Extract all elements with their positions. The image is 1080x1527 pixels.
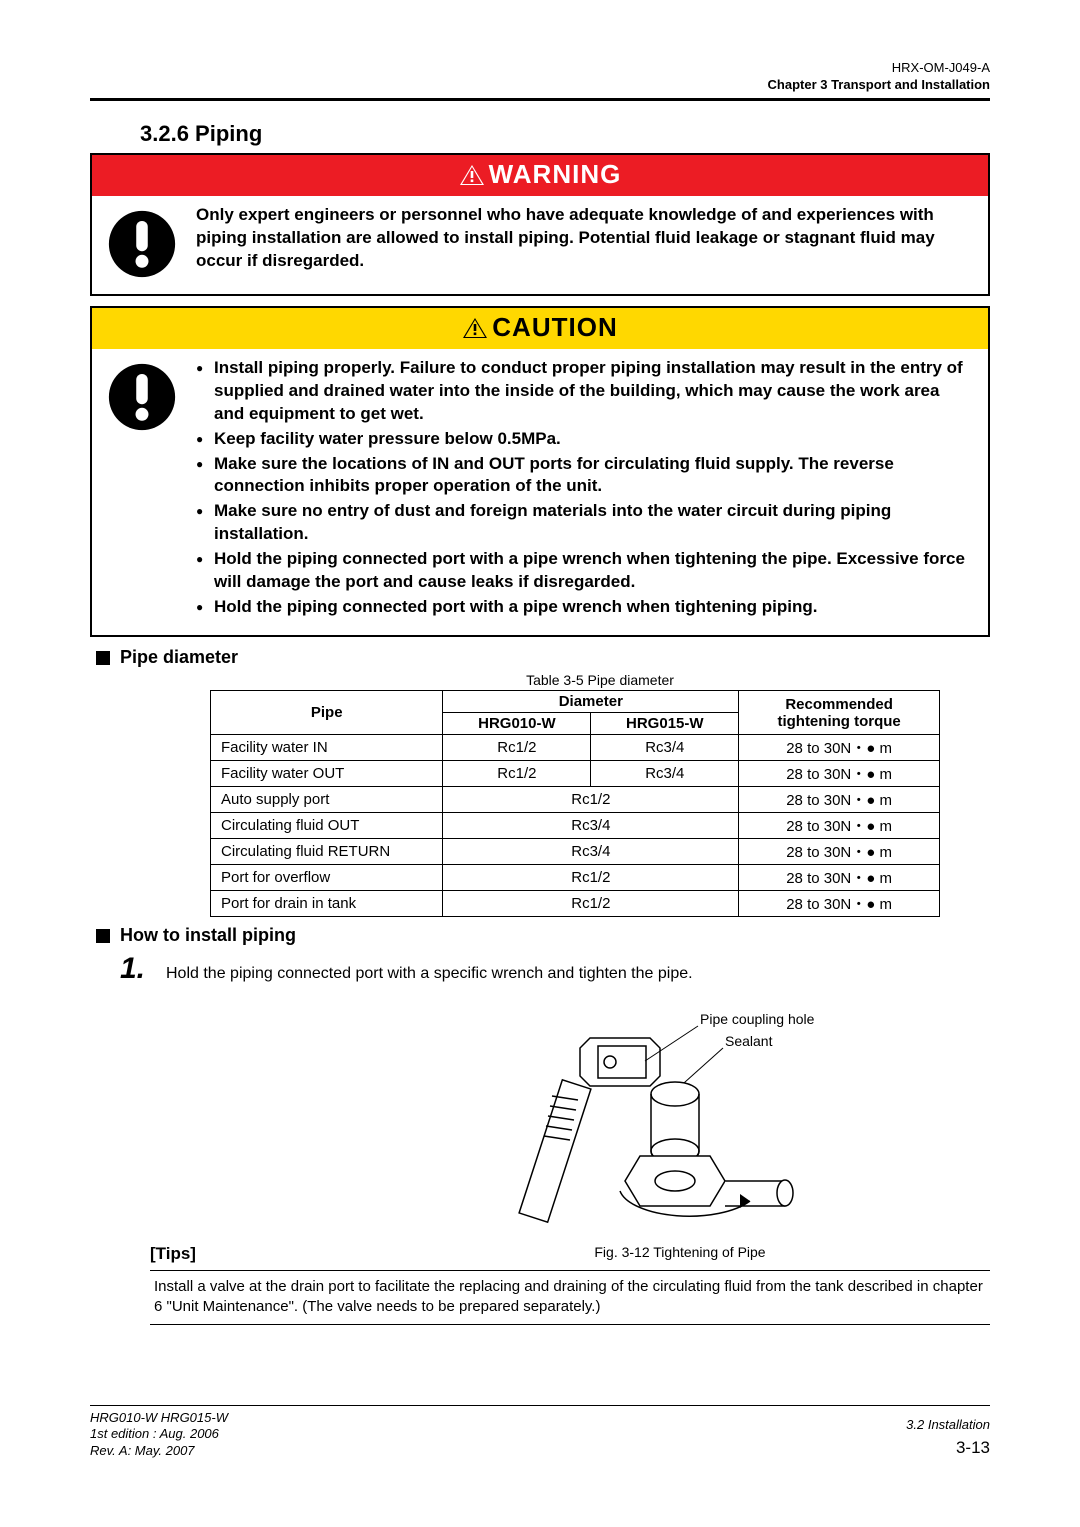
table-row: Port for drain in tankRc1/228 to 30N・● m	[211, 891, 940, 917]
col-torque: Recommended tightening torque	[739, 691, 940, 735]
warning-banner: WARNING	[92, 155, 988, 196]
footer-model: HRG010-W HRG015-W	[90, 1410, 228, 1427]
footer-rev: Rev. A: May. 2007	[90, 1443, 228, 1460]
caution-item: Make sure the locations of IN and OUT po…	[196, 453, 974, 499]
table-row: Auto supply portRc1/228 to 30N・● m	[211, 787, 940, 813]
figure-caption: Fig. 3-12 Tightening of Pipe	[370, 1244, 990, 1260]
tips-text: Install a valve at the drain port to fac…	[150, 1270, 990, 1325]
warning-body-text: Only expert engineers or personnel who h…	[196, 204, 974, 273]
label-sealant: Sealant	[725, 1033, 773, 1049]
caution-box: CAUTION Install piping properly. Failure…	[90, 306, 990, 637]
col-diameter: Diameter	[443, 691, 739, 713]
tips-label: [Tips]	[90, 1244, 370, 1264]
col-hrg015: HRG015-W	[591, 713, 739, 735]
footer-edition: 1st edition : Aug. 2006	[90, 1426, 228, 1443]
caution-triangle-icon	[462, 317, 488, 339]
caution-item: Keep facility water pressure below 0.5MP…	[196, 428, 974, 451]
section-title: 3.2.6 Piping	[90, 121, 990, 147]
warning-box: WARNING Only expert engineers or personn…	[90, 153, 990, 296]
label-coupling: Pipe coupling hole	[700, 1011, 815, 1027]
tightening-figure: Pipe coupling hole Sealant	[370, 1006, 990, 1260]
install-step-1: 1. Hold the piping connected port with a…	[90, 952, 990, 986]
table-row: Facility water OUTRc1/2Rc3/428 to 30N・● …	[211, 761, 940, 787]
col-hrg010: HRG010-W	[443, 713, 591, 735]
page-header: HRX-OM-J049-A Chapter 3 Transport and In…	[90, 60, 990, 94]
caution-banner: CAUTION	[92, 308, 988, 349]
exclamation-circle-icon	[106, 208, 178, 280]
page-footer: HRG010-W HRG015-W 1st edition : Aug. 200…	[90, 1405, 990, 1461]
pipe-tightening-diagram: Pipe coupling hole Sealant	[500, 1006, 860, 1236]
chapter-line: Chapter 3 Transport and Installation	[90, 77, 990, 94]
pipe-diameter-table: Pipe Diameter Recommended tightening tor…	[210, 690, 940, 917]
doc-code: HRX-OM-J049-A	[90, 60, 990, 77]
step-text: Hold the piping connected port with a sp…	[166, 959, 693, 985]
caution-item: Hold the piping connected port with a pi…	[196, 548, 974, 594]
step-number: 1.	[120, 952, 156, 986]
table-row: Facility water INRc1/2Rc3/428 to 30N・● m	[211, 735, 940, 761]
header-rule	[90, 98, 990, 101]
footer-page-number: 3-13	[906, 1435, 990, 1461]
caution-item: Make sure no entry of dust and foreign m…	[196, 500, 974, 546]
table-row: Circulating fluid OUTRc3/428 to 30N・● m	[211, 813, 940, 839]
caution-item: Hold the piping connected port with a pi…	[196, 596, 974, 619]
install-heading: How to install piping	[90, 925, 990, 946]
exclamation-circle-icon	[106, 361, 178, 433]
col-pipe: Pipe	[211, 691, 443, 735]
table-caption: Table 3-5 Pipe diameter	[210, 672, 990, 688]
pipe-diameter-heading: Pipe diameter	[90, 647, 990, 668]
footer-section-ref: 3.2 Installation	[906, 1415, 990, 1435]
table-row: Port for overflowRc1/228 to 30N・● m	[211, 865, 940, 891]
warning-triangle-icon	[459, 164, 485, 186]
caution-banner-text: CAUTION	[492, 312, 617, 342]
warning-banner-text: WARNING	[489, 159, 622, 189]
table-row: Circulating fluid RETURNRc3/428 to 30N・●…	[211, 839, 940, 865]
caution-item: Install piping properly. Failure to cond…	[196, 357, 974, 426]
caution-list: Install piping properly. Failure to cond…	[196, 357, 974, 621]
